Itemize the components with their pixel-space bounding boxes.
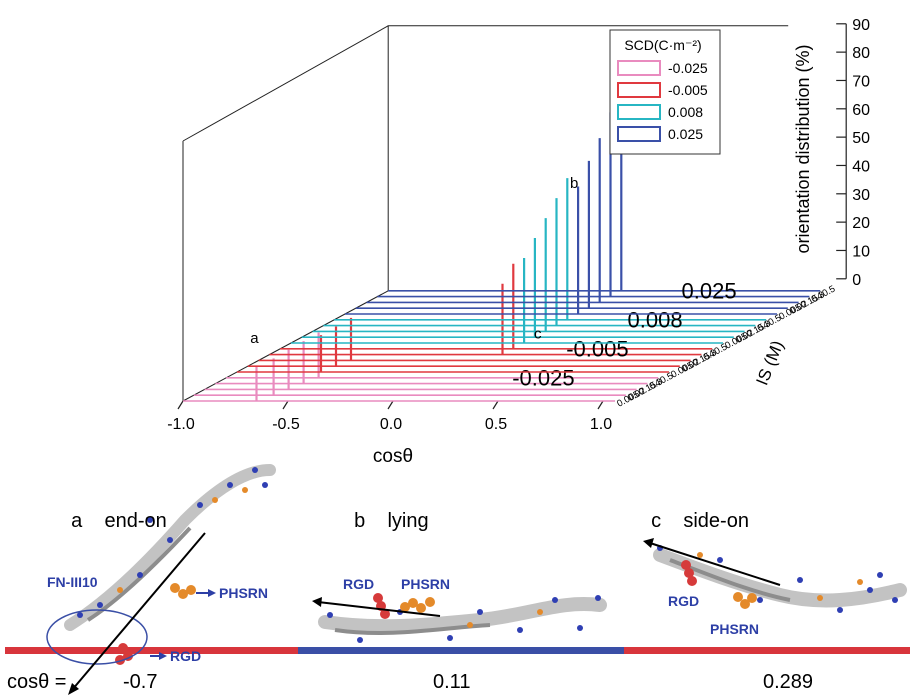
y-tick-label: 20 bbox=[852, 215, 870, 232]
legend-entry-label: 0.025 bbox=[668, 126, 703, 142]
y-tick-label: 60 bbox=[852, 102, 870, 119]
is-tick-label: 0.5 bbox=[766, 313, 783, 329]
peak-annotations: a b c bbox=[250, 175, 578, 347]
y-tick-label: 90 bbox=[852, 17, 870, 34]
legend-title: SCD(C·m⁻²) bbox=[624, 37, 701, 53]
annotation-b: b bbox=[570, 175, 578, 192]
y-axis-label: orientation distribution (%) bbox=[793, 44, 813, 253]
surface-right-red bbox=[624, 647, 910, 654]
legend-entry-label: -0.025 bbox=[668, 60, 708, 76]
y-tick-label: 40 bbox=[852, 158, 870, 175]
annotation-a: a bbox=[250, 330, 259, 347]
is-tick-label: 0.3 bbox=[810, 289, 827, 305]
x-tick-label: 1.0 bbox=[590, 416, 612, 433]
annotation-c: c bbox=[534, 326, 542, 343]
is-tick-label: 0.3 bbox=[648, 376, 665, 392]
is-tick-label: 0.5 bbox=[658, 371, 675, 387]
panel-b-title: b lying bbox=[343, 487, 429, 533]
legend-swatch bbox=[617, 126, 661, 142]
surface-left-red bbox=[5, 647, 298, 654]
panel-a-name: end-on bbox=[104, 510, 167, 532]
is-tick-label: 0.5 bbox=[820, 284, 837, 300]
series-group-label: 0.008 bbox=[628, 307, 683, 332]
y-tick-label: 30 bbox=[852, 187, 870, 204]
y-tick-label: 10 bbox=[852, 243, 870, 260]
x-tick bbox=[282, 400, 289, 410]
cos-value-c: 0.289 bbox=[763, 671, 814, 693]
molecule-c: RGD PHSRN bbox=[643, 538, 907, 637]
fn-iii10-ellipse bbox=[46, 609, 148, 665]
panel-a-title: a end-on bbox=[60, 487, 167, 533]
is-tick-label: 0.3 bbox=[756, 318, 773, 334]
y-tick-label: 80 bbox=[852, 45, 870, 62]
panel-c-title: c side-on bbox=[640, 487, 749, 533]
panel-c-name: side-on bbox=[683, 510, 749, 532]
x-tick-label: 0.5 bbox=[485, 416, 507, 433]
surface-middle-blue bbox=[298, 647, 624, 654]
x-tick-label: -0.5 bbox=[272, 416, 300, 433]
panel-c-letter: c bbox=[651, 510, 662, 532]
legend-swatch bbox=[617, 82, 661, 98]
fn-iii10-label: FN-III10 bbox=[47, 574, 98, 590]
series-group-label: -0.005 bbox=[566, 336, 628, 361]
cos-prefix: cosθ = bbox=[7, 671, 67, 693]
legend-entry-label: -0.005 bbox=[668, 82, 708, 98]
is-tick-label: 0.3 bbox=[702, 347, 719, 363]
rgd-label-b: RGD bbox=[343, 576, 374, 592]
floor-left-edge bbox=[182, 290, 389, 402]
x-tick bbox=[387, 400, 394, 410]
molecule-b: RGD PHSRN bbox=[312, 576, 607, 643]
x-tick-label: 0.0 bbox=[380, 416, 402, 433]
cos-value-a: -0.7 bbox=[123, 671, 158, 693]
series-group-label: 0.025 bbox=[682, 278, 737, 303]
panel-a-letter: a bbox=[71, 510, 83, 532]
y-tick-label: 70 bbox=[852, 73, 870, 90]
is-tick-label: 0.5 bbox=[712, 342, 729, 358]
panel-b-letter: b bbox=[354, 510, 366, 532]
x-tick-label: -1.0 bbox=[167, 416, 195, 433]
legend-swatch bbox=[617, 60, 661, 76]
phsrn-label-c: PHSRN bbox=[710, 621, 759, 637]
y-tick-label: 50 bbox=[852, 130, 870, 147]
axes-frame: 0 10 20 30 40 50 60 70 80 90 -1.0 -0.5 0.0 0.5 1.0 bbox=[167, 17, 870, 433]
x-tick bbox=[597, 400, 604, 410]
x-tick bbox=[492, 400, 499, 410]
phsrn-label-b: PHSRN bbox=[401, 576, 450, 592]
legend-swatch bbox=[617, 104, 661, 120]
panel-b-name: lying bbox=[387, 510, 429, 532]
top-left-edge bbox=[182, 25, 389, 142]
legend: SCD(C·m⁻²) -0.025 -0.005 0.008 0.025 bbox=[609, 29, 721, 155]
axes-labels: cosθ orientation distribution (%) IS (M) bbox=[373, 44, 813, 467]
molecule-illustrations: FN-III10 PHSRN RGD RGD PHSRN bbox=[5, 464, 910, 695]
series-group-label: -0.025 bbox=[512, 365, 574, 390]
legend-entry-label: 0.008 bbox=[668, 104, 703, 120]
x-tick bbox=[177, 400, 184, 410]
rgd-label-c: RGD bbox=[668, 593, 699, 609]
y-tick-label: 0 bbox=[852, 272, 861, 289]
cos-value-b: 0.11 bbox=[433, 671, 471, 693]
rgd-label-a: RGD bbox=[170, 648, 201, 664]
molecule-a: FN-III10 PHSRN RGD bbox=[46, 464, 276, 695]
x-axis-label: cosθ bbox=[373, 446, 413, 467]
z-axis-label: IS (M) bbox=[752, 338, 787, 388]
phsrn-label-a: PHSRN bbox=[219, 585, 268, 601]
